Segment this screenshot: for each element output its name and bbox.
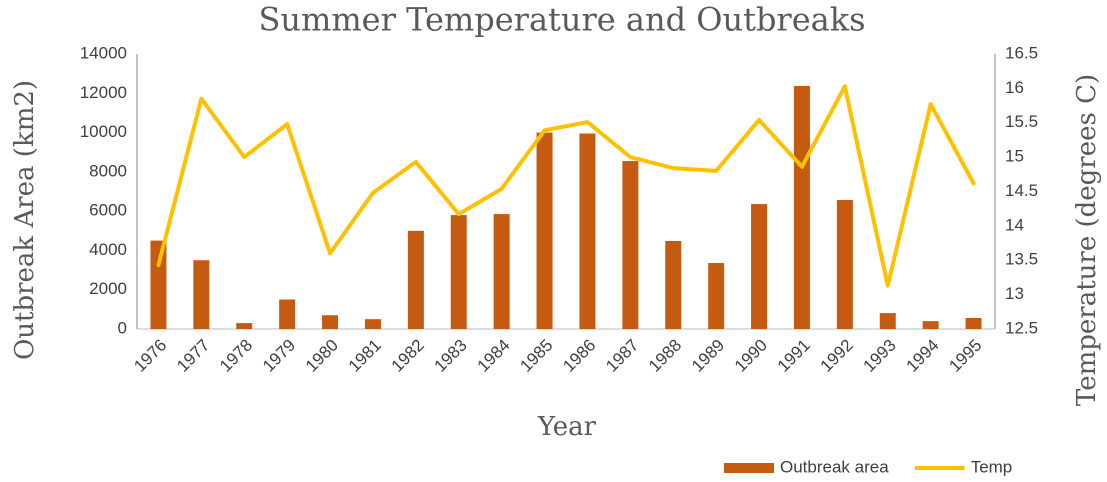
y-tick-label: 2000 [89,279,127,298]
x-tick-label: 1980 [302,336,342,376]
x-tick-label: 1988 [645,336,685,376]
y-tick-label: 8000 [89,161,127,180]
y2-tick-label: 15.5 [1005,112,1038,131]
x-tick-label: 1982 [388,336,428,376]
y2-tick-label: 16 [1005,78,1024,97]
y2-tick-label: 13.5 [1005,250,1038,269]
bar [279,299,296,329]
y2-tick-label: 13 [1005,284,1024,303]
bar [879,313,896,329]
bar [407,230,424,329]
bar [236,323,253,329]
legend-label: Outbreak area [780,457,889,476]
x-tick-label: 1981 [345,336,385,376]
y-tick-label: 14000 [80,43,127,62]
bar [793,86,810,330]
bar [922,321,939,329]
y-tick-label: 0 [118,318,127,337]
legend-swatch [724,463,774,473]
x-tick-label: 1995 [945,336,985,376]
y-axis-title: Outbreak Area (km2) [10,80,40,360]
y2-tick-label: 16.5 [1005,43,1038,62]
x-axis-title: Year [537,412,597,442]
bar [579,133,596,329]
chart-title: Summer Temperature and Outbreaks [258,1,865,39]
x-tick-label: 1978 [216,336,256,376]
bar [193,260,210,329]
y-tick-label: 10000 [80,122,127,141]
x-tick-label: 1989 [688,336,728,376]
legend-label: Temp [971,457,1013,476]
y-tick-label: 6000 [89,201,127,220]
x-tick-label: 1991 [774,336,814,376]
bar [965,318,982,329]
y-tick-label: 4000 [89,240,127,259]
x-tick-label: 1985 [516,336,556,376]
x-tick-label: 1993 [860,336,900,376]
y2-tick-label: 14.5 [1005,181,1038,200]
bar [450,215,467,329]
y2-axis-title: Temperature (degrees C) [1072,74,1102,406]
x-tick-label: 1992 [817,336,857,376]
bar [751,204,768,329]
y2-tick-label: 12.5 [1005,318,1038,337]
bar [708,263,725,329]
bar [493,214,510,329]
x-tick-label: 1976 [130,336,170,376]
x-tick-label: 1983 [431,336,471,376]
bar [836,199,853,329]
x-tick-label: 1977 [173,336,213,376]
y2-tick-label: 15 [1005,147,1024,166]
y2-tick-label: 14 [1005,215,1024,234]
x-tick-label: 1990 [731,336,771,376]
bar [150,240,167,329]
x-tick-label: 1979 [259,336,299,376]
y-tick-label: 12000 [80,83,127,102]
bar [665,241,682,329]
x-tick-label: 1986 [559,336,599,376]
bar [322,315,339,329]
x-tick-label: 1987 [602,336,642,376]
x-tick-label: 1994 [902,336,942,376]
bar [364,319,381,329]
x-tick-label: 1984 [473,336,513,376]
line [156,84,976,288]
bar [622,161,639,329]
bar [536,132,553,329]
